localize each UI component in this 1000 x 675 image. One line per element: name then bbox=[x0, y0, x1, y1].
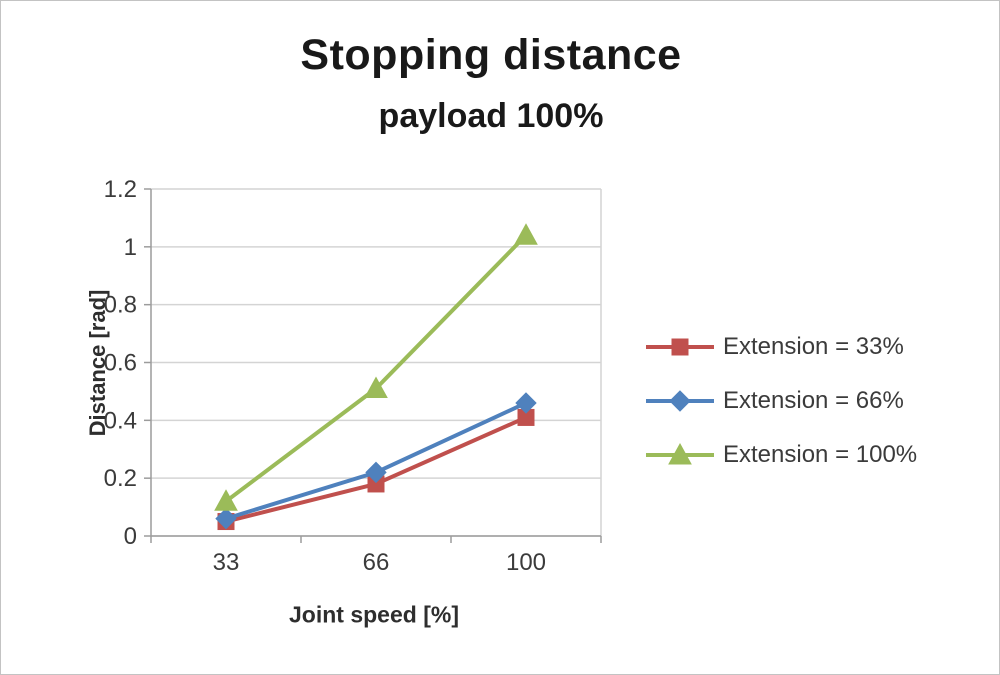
x-tick-label: 100 bbox=[506, 549, 546, 576]
chart-title: Stopping distance bbox=[300, 31, 682, 79]
marker-triangle bbox=[668, 442, 692, 465]
marker-square bbox=[671, 338, 689, 356]
y-tick-label: 0.6 bbox=[104, 350, 137, 377]
marker-diamond bbox=[215, 507, 237, 530]
legend-label: Extension = 100% bbox=[723, 441, 918, 468]
legend-label: Extension = 66% bbox=[723, 387, 904, 414]
legend-item: Extension = 33% bbox=[646, 333, 917, 361]
marker-triangle bbox=[214, 489, 238, 511]
chart-subtitle: payload 100% bbox=[378, 97, 604, 135]
legend-marker-line-diamond bbox=[646, 390, 714, 412]
marker-diamond bbox=[515, 392, 537, 414]
legend-marker-line-triangle bbox=[646, 442, 714, 465]
x-axis-title: Joint speed [%] bbox=[289, 601, 459, 628]
legend-label: Extension = 33% bbox=[723, 333, 904, 360]
marker-diamond bbox=[365, 461, 387, 484]
legend-item: Extension = 66% bbox=[646, 387, 917, 415]
x-tick-label: 33 bbox=[213, 549, 240, 576]
y-tick-label: 0.4 bbox=[104, 407, 137, 434]
legend-item: Extension = 100% bbox=[646, 441, 917, 469]
marker-triangle bbox=[514, 223, 538, 245]
y-tick-label: 1 bbox=[124, 234, 137, 261]
legend-marker-line-square bbox=[646, 338, 714, 356]
marker-triangle bbox=[364, 376, 388, 399]
y-tick-label: 0.2 bbox=[104, 465, 137, 492]
y-tick-label: 1.2 bbox=[104, 176, 137, 203]
y-axis-title: Distance [rad] bbox=[85, 289, 110, 437]
series-line-2 bbox=[224, 233, 528, 503]
legend: Extension = 33% Extension = 66% Extensio… bbox=[646, 333, 917, 469]
y-tick-label: 0.8 bbox=[104, 292, 137, 319]
x-tick-label: 66 bbox=[363, 549, 390, 576]
y-tick-label: 0 bbox=[124, 523, 137, 550]
marker-diamond bbox=[669, 390, 691, 412]
